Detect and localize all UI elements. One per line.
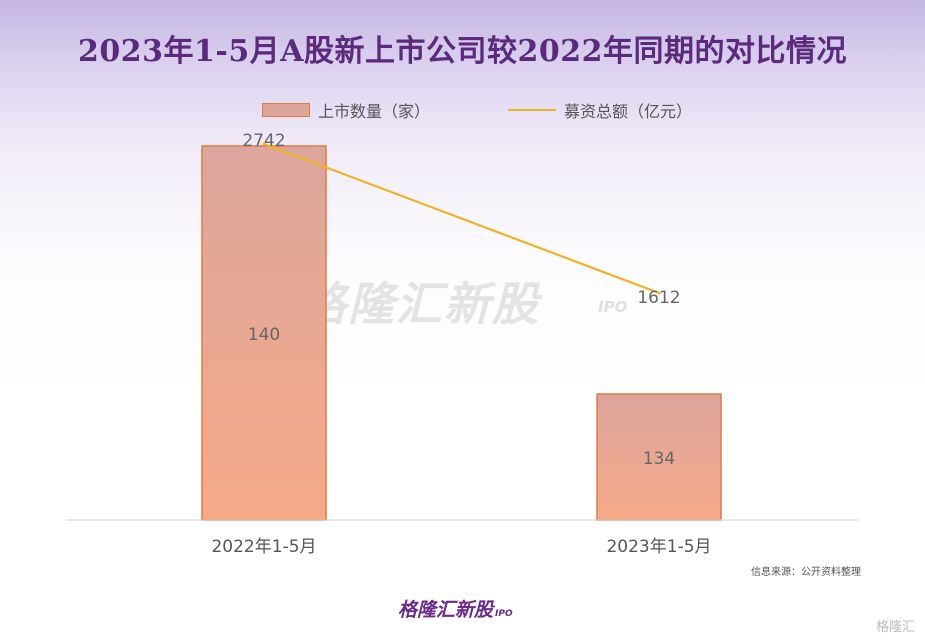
legend-item-bar: 上市数量（家） <box>262 98 430 122</box>
legend-swatch-bar <box>262 103 310 117</box>
chart-title: 2023年1-5月A股新上市公司较2022年同期的对比情况 <box>78 34 847 69</box>
line-point-1 <box>657 291 661 295</box>
x-tick-label-1: 2023年1-5月 <box>606 537 711 557</box>
bar-value-label-1: 134 <box>643 449 675 469</box>
x-tick-label-0: 2022年1-5月 <box>211 537 316 557</box>
line-value-label-0: 2742 <box>242 131 285 151</box>
bar-value-label-0: 140 <box>248 325 280 345</box>
source-note: 信息来源：公开资料整理 <box>751 567 861 578</box>
legend-item-line: 募资总额（亿元） <box>508 98 692 122</box>
line-point-0 <box>262 142 266 146</box>
brand-name: 格隆汇新股 <box>398 599 494 621</box>
line-value-label-1: 1612 <box>637 288 680 308</box>
legend-label-line: 募资总额（亿元） <box>564 102 693 121</box>
bar-0 <box>201 145 327 521</box>
legend-label-bar: 上市数量（家） <box>318 102 431 121</box>
watermark-ipo: IPO <box>598 298 628 316</box>
legend: 上市数量（家） 募资总额（亿元） <box>0 98 925 122</box>
corner-watermark: 格隆汇 <box>875 620 915 635</box>
watermark-logo: 格隆汇新股 <box>300 277 540 331</box>
brand-ipo: IPO <box>495 609 513 619</box>
legend-swatch-line <box>508 108 556 112</box>
line-series <box>263 142 660 295</box>
brand-logo: 格隆汇新股 IPO <box>398 595 513 622</box>
